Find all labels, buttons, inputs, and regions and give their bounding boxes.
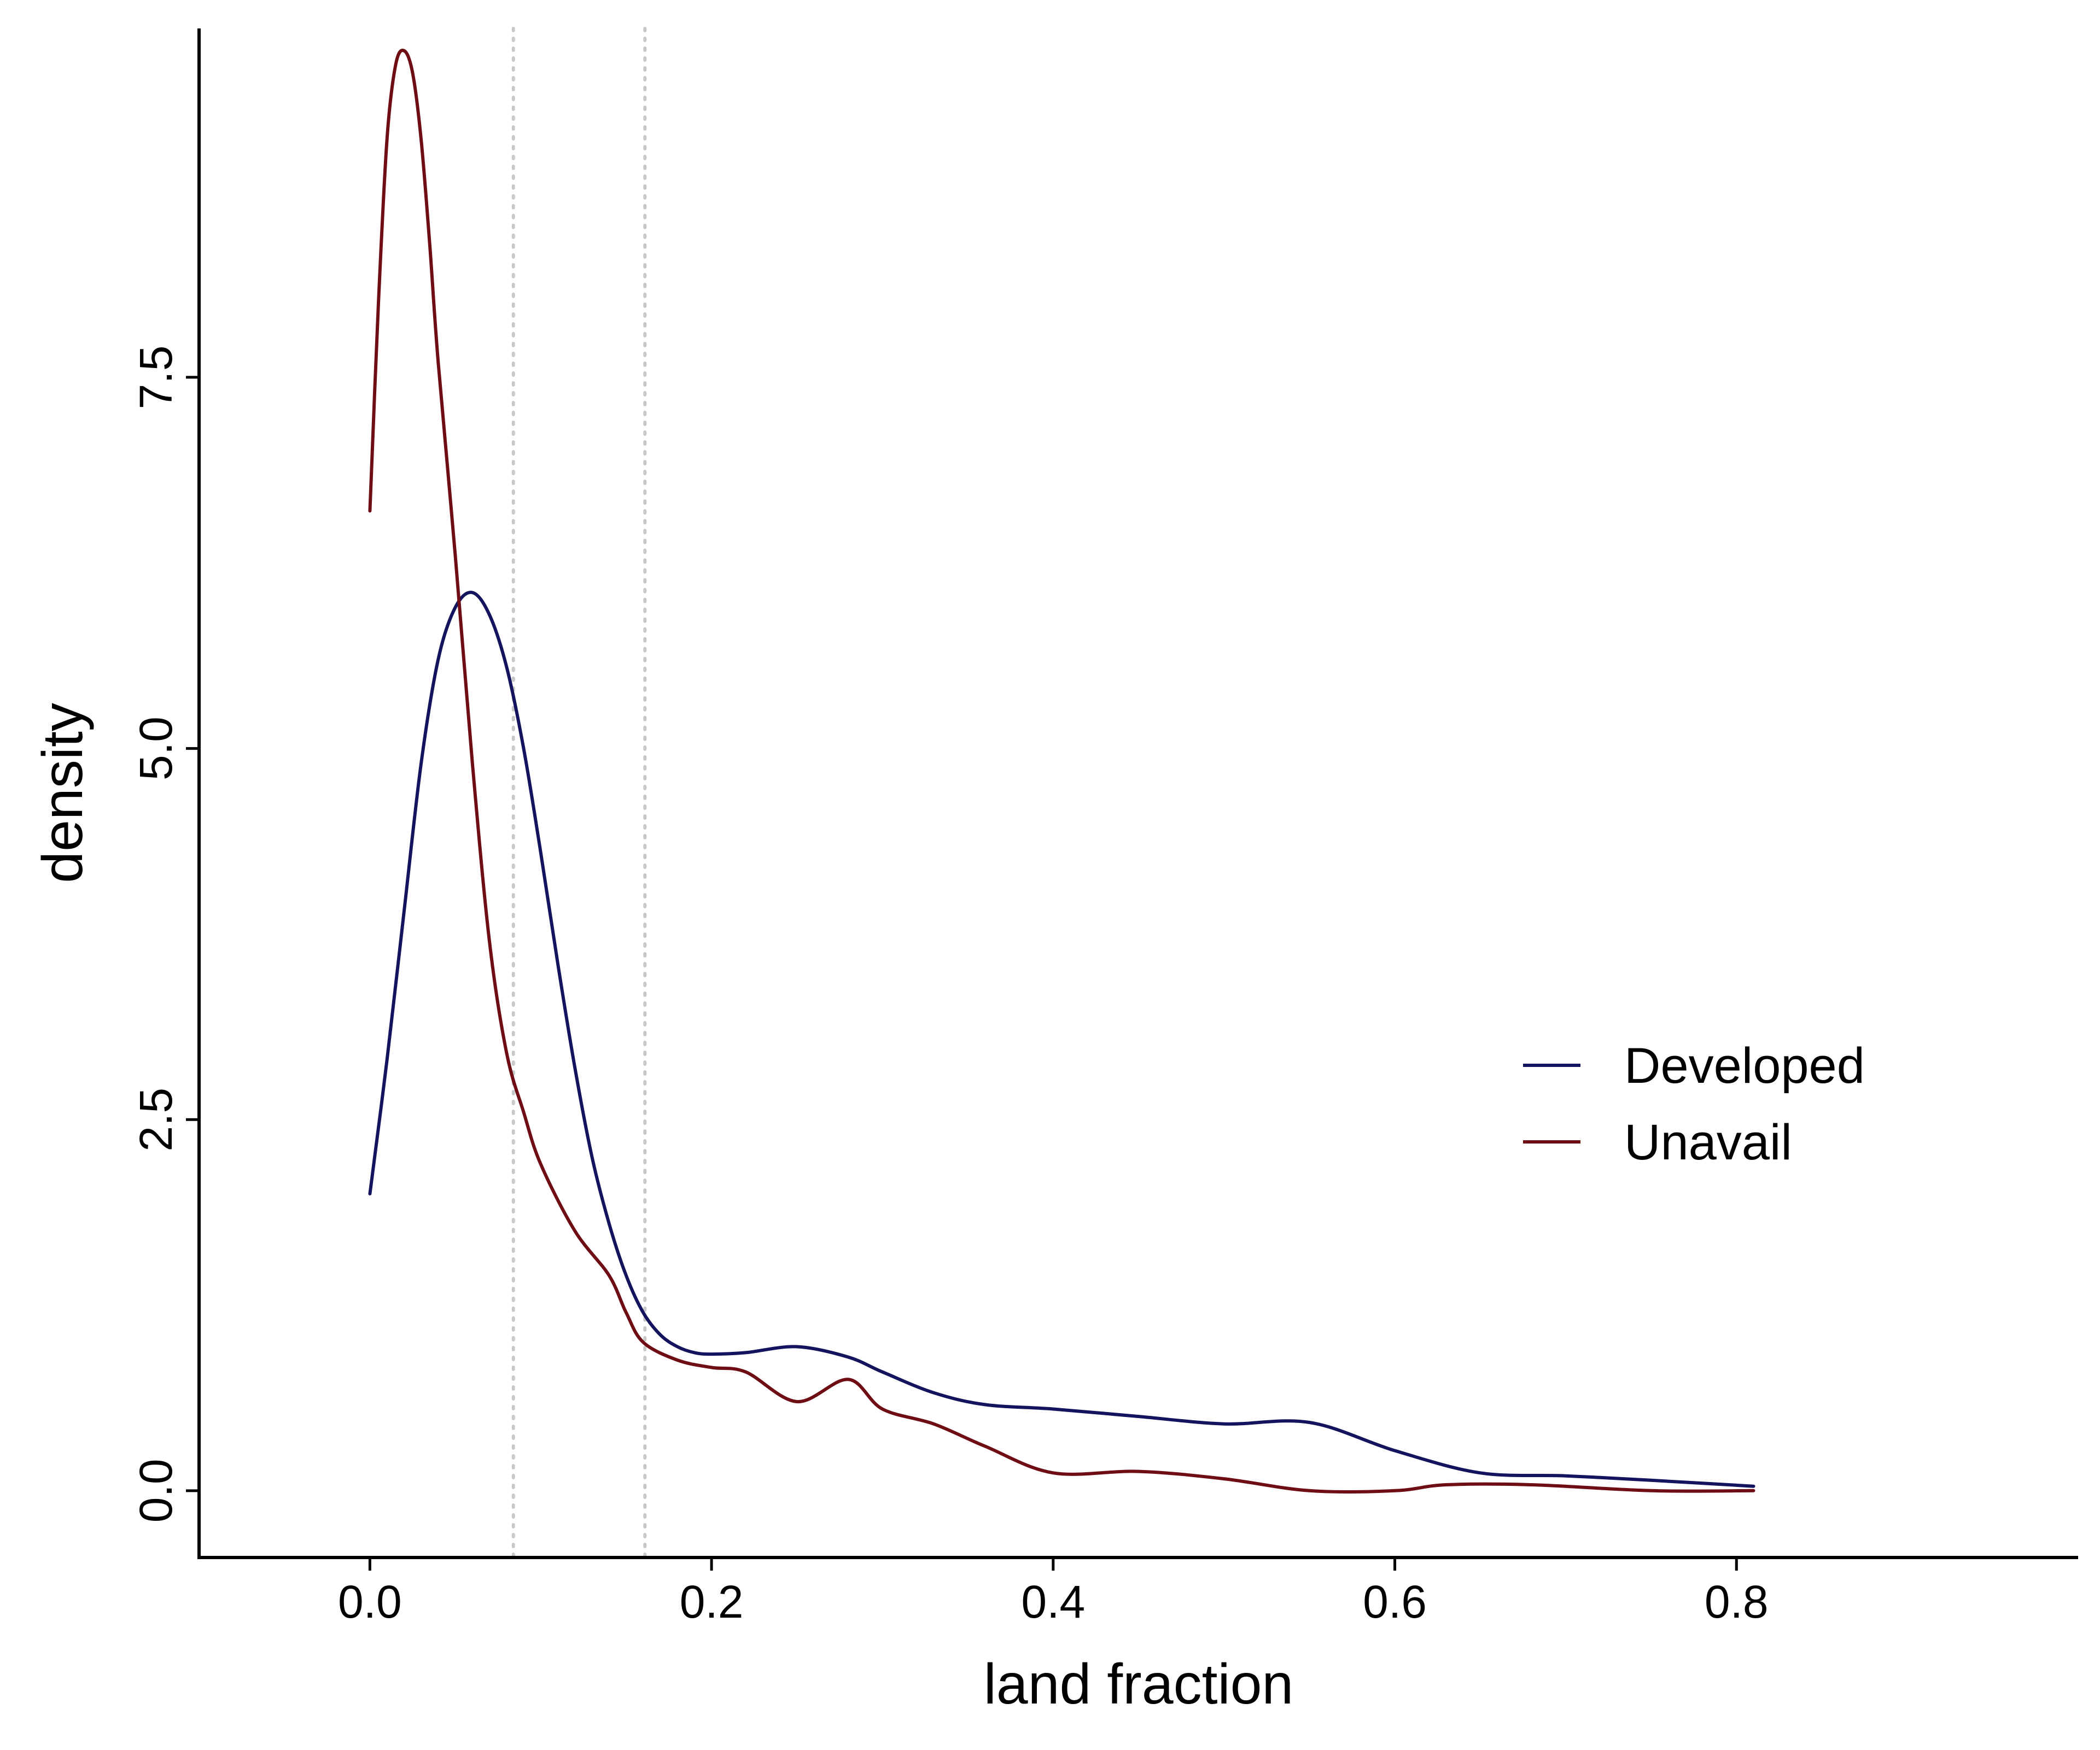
y-axis: 0.0 2.5 5.0 7.5: [130, 28, 201, 1559]
series-line-developed: [368, 591, 1755, 1488]
y-tick-label: 2.5: [130, 1088, 182, 1152]
x-tick-label: 0.8: [1705, 1576, 1769, 1628]
series-line-unavail: [368, 49, 1755, 1494]
y-tick-label: 5.0: [130, 716, 182, 780]
y-axis-title: density: [31, 703, 95, 883]
reference-lines: [511, 27, 647, 1559]
y-tick-label: 0.0: [130, 1459, 182, 1522]
y-tick-label: 7.5: [130, 346, 182, 410]
legend-label-unavail: Unavail: [1624, 1115, 1792, 1170]
x-axis-title: land fraction: [984, 1653, 1294, 1716]
x-tick-label: 0.2: [680, 1576, 744, 1628]
legend-label-developed: Developed: [1624, 1038, 1865, 1094]
x-tick-label: 0.0: [338, 1576, 402, 1628]
legend: Developed Unavail: [1523, 1038, 1865, 1170]
x-tick-label: 0.4: [1021, 1576, 1085, 1628]
series-layer: [368, 49, 1755, 1494]
x-axis: 0.0 0.2 0.4 0.6 0.8: [199, 1556, 2078, 1628]
x-tick-label: 0.6: [1363, 1576, 1427, 1628]
